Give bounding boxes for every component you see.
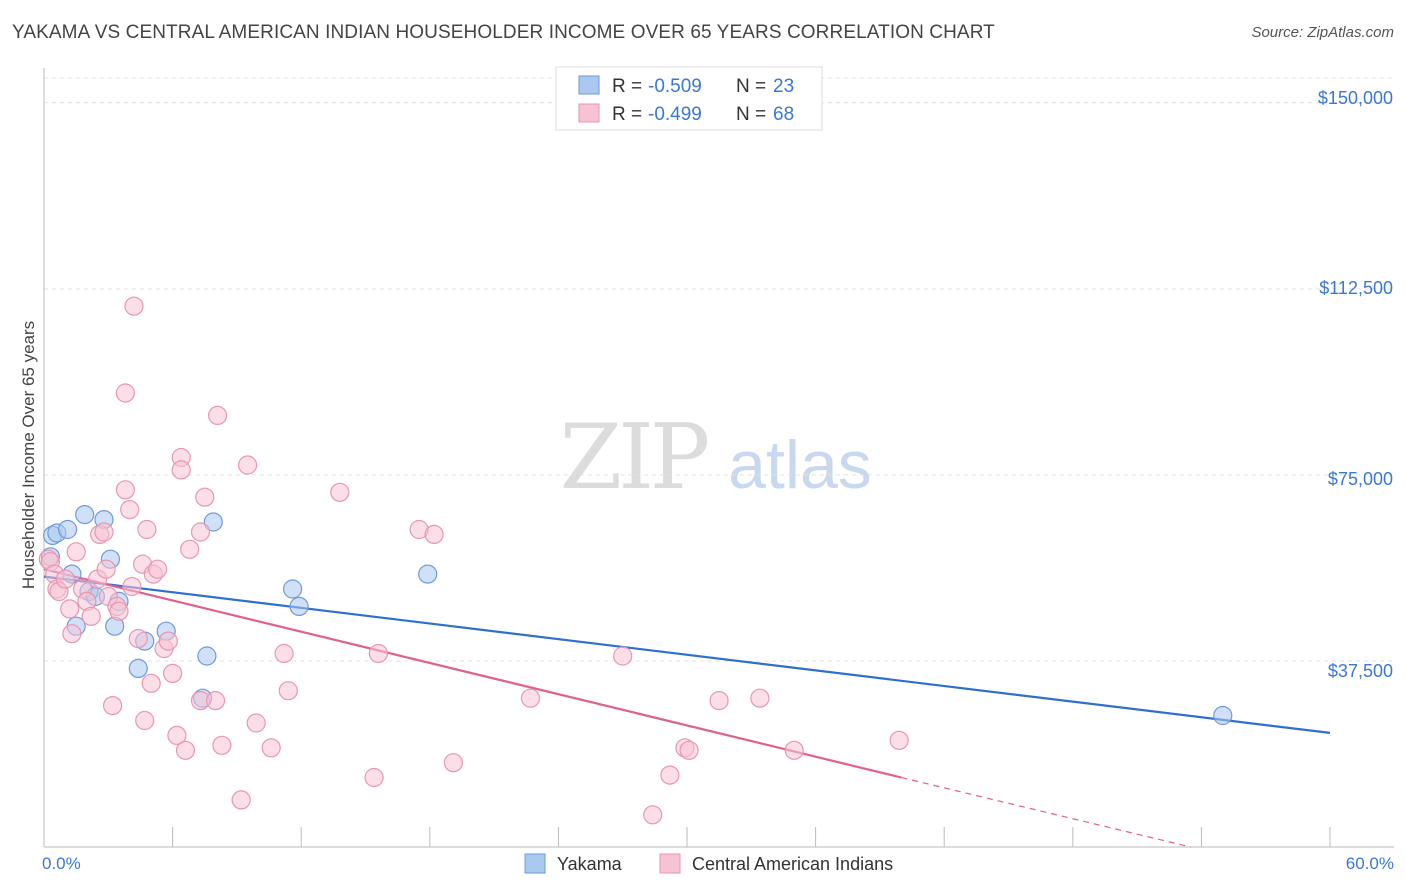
legend-label-central-american-indians: Central American Indians	[692, 854, 893, 874]
point-central-american-indians	[274, 643, 294, 664]
point-central-american-indians	[109, 601, 129, 621]
point-yakama	[197, 646, 217, 666]
stats-legend-r-value-yakama: -0.509	[648, 76, 702, 97]
stats-legend-box	[555, 66, 823, 131]
point-central-american-indians	[364, 767, 384, 788]
point-central-american-indians	[163, 663, 183, 684]
point-central-american-indians	[613, 646, 633, 666]
stats-legend-swatch-central-american-indians	[578, 103, 600, 123]
point-yakama	[75, 504, 95, 525]
stats-legend-r-label-central-american-indians: R =	[612, 104, 642, 125]
stats-legend-r-value-central-american-indians: -0.499	[648, 104, 702, 125]
point-central-american-indians	[115, 383, 136, 403]
point-central-american-indians	[175, 740, 196, 760]
legend-label-yakama: Yakama	[557, 854, 623, 874]
trend-line-yakama	[43, 575, 1331, 734]
stats-legend-swatch-yakama	[578, 75, 600, 95]
watermark-atlas: atlas	[728, 427, 872, 503]
series-legend: Yakama Central American Indians	[524, 853, 893, 874]
point-yakama	[128, 658, 148, 679]
point-central-american-indians	[643, 805, 663, 825]
point-central-american-indians	[94, 522, 114, 542]
y-tick-label-112500: $112,500	[1319, 278, 1393, 298]
point-central-american-indians	[368, 643, 388, 664]
point-yakama	[1213, 705, 1233, 726]
point-central-american-indians	[137, 519, 157, 540]
point-central-american-indians	[212, 735, 232, 755]
point-yakama	[203, 512, 223, 532]
point-central-american-indians	[124, 296, 144, 316]
point-yakama	[57, 519, 78, 540]
point-central-american-indians	[171, 460, 191, 480]
x-tick-label-min: 0.0%	[42, 854, 81, 873]
stats-legend-n-value-central-american-indians: 68	[773, 104, 794, 125]
data-points	[38, 296, 1233, 825]
point-central-american-indians	[750, 688, 770, 708]
point-yakama	[283, 579, 303, 599]
point-yakama	[289, 596, 309, 617]
point-central-american-indians	[158, 631, 178, 651]
y-axis-label: Householder Income Over 65 years	[19, 321, 38, 589]
chart-title: YAKAMA VS CENTRAL AMERICAN INDIAN HOUSEH…	[12, 22, 995, 43]
point-central-american-indians	[679, 740, 699, 760]
point-central-american-indians	[660, 765, 680, 785]
point-central-american-indians	[81, 606, 101, 626]
stats-legend: R = -0.509 N = 23 R = -0.499 N = 68	[555, 66, 823, 131]
point-central-american-indians	[889, 730, 909, 750]
point-central-american-indians	[60, 599, 80, 619]
point-central-american-indians	[148, 559, 168, 579]
y-tick-label-150000: $150,000	[1318, 88, 1393, 108]
stats-legend-n-label-yakama: N =	[736, 76, 766, 97]
legend-swatch-central-american-indians	[659, 853, 681, 874]
point-central-american-indians	[709, 690, 729, 711]
point-central-american-indians	[115, 480, 136, 500]
point-central-american-indians	[424, 524, 444, 545]
point-central-american-indians	[238, 455, 258, 475]
legend-swatch-yakama	[524, 853, 546, 874]
axes	[43, 68, 1394, 848]
point-yakama	[418, 564, 438, 584]
y-tick-label-37500: $37,500	[1328, 661, 1393, 681]
stats-legend-n-value-yakama: 23	[773, 76, 794, 97]
point-central-american-indians	[66, 542, 86, 562]
point-central-american-indians	[520, 688, 541, 708]
point-central-american-indians	[195, 487, 215, 507]
point-central-american-indians	[102, 695, 123, 716]
point-central-american-indians	[330, 482, 350, 502]
point-central-american-indians	[96, 559, 116, 579]
point-central-american-indians	[231, 790, 251, 810]
point-central-american-indians	[190, 522, 211, 542]
point-central-american-indians	[180, 539, 200, 559]
point-central-american-indians	[62, 624, 82, 644]
stats-legend-r-label-yakama: R =	[612, 76, 642, 97]
gridlines	[44, 77, 1394, 662]
watermark-zip: ZIP	[560, 405, 708, 510]
y-tick-label-75000: $75,000	[1328, 469, 1393, 489]
trend-line-extension-central-american-indians	[901, 776, 1191, 848]
point-central-american-indians	[208, 405, 228, 425]
point-central-american-indians	[135, 710, 155, 731]
point-central-american-indians	[261, 738, 281, 758]
point-central-american-indians	[122, 576, 142, 597]
point-central-american-indians	[784, 740, 804, 760]
point-central-american-indians	[55, 569, 76, 589]
x-tick-label-max: 60.0%	[1346, 854, 1394, 873]
point-central-american-indians	[141, 673, 161, 693]
point-central-american-indians	[443, 753, 463, 773]
chart-source: Source: ZipAtlas.com	[1251, 24, 1394, 41]
stats-legend-n-label-central-american-indians: N =	[736, 104, 766, 125]
trend-line-central-american-indians	[43, 568, 902, 779]
point-central-american-indians	[278, 681, 298, 701]
point-central-american-indians	[128, 628, 148, 649]
point-central-american-indians	[167, 725, 187, 746]
point-central-american-indians	[246, 713, 266, 733]
point-central-american-indians	[205, 690, 226, 711]
trend-lines	[43, 568, 1331, 848]
point-central-american-indians	[120, 500, 140, 520]
